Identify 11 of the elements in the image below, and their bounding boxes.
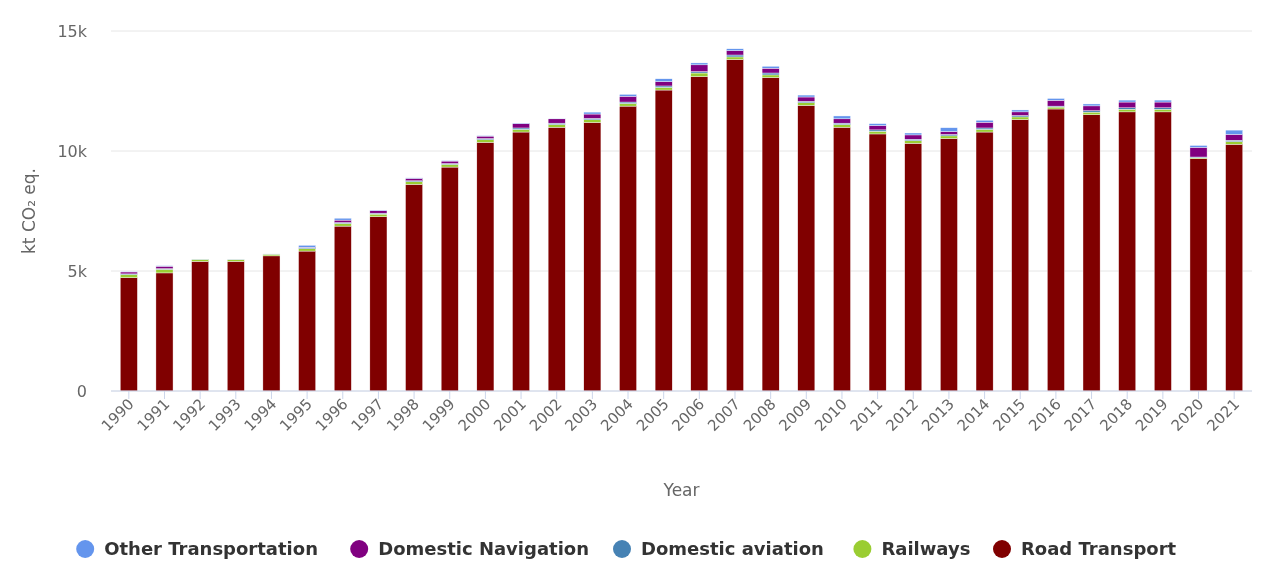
legend-label: Road Transport [1021, 538, 1177, 560]
y-tick-label: 0 [76, 381, 87, 401]
x-axis-title: Year [662, 480, 700, 500]
legend-label: Domestic Navigation [378, 538, 589, 560]
legend-label: Other Transportation [104, 538, 318, 560]
legend-label: Domestic aviation [641, 538, 824, 560]
y-tick-label: 15k [57, 21, 88, 41]
y-axis-title: kt CO₂ eq. [19, 167, 39, 255]
y-tick-label: 5k [67, 261, 88, 281]
legend-label: Railways [881, 538, 971, 560]
y-tick-label: 10k [57, 141, 88, 161]
